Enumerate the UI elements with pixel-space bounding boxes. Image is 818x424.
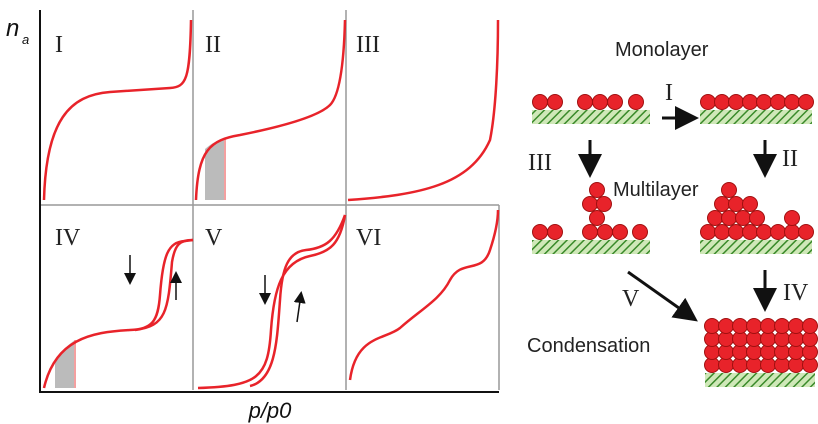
molecule: [729, 225, 744, 240]
molecule: [608, 95, 623, 110]
molecule: [747, 319, 762, 334]
molecule: [590, 211, 605, 226]
panel-label: I: [55, 32, 63, 58]
isotherm-curves: [44, 20, 498, 388]
molecule: [705, 319, 720, 334]
molecule: [789, 319, 804, 334]
arrow-label: I: [665, 80, 673, 106]
molecule: [729, 197, 744, 212]
molecule: [799, 225, 814, 240]
monolayer-label: Monolayer: [615, 39, 709, 61]
molecule: [771, 225, 786, 240]
molecule: [593, 95, 608, 110]
molecule: [629, 95, 644, 110]
arrow-label: III: [528, 150, 552, 176]
molecule: [775, 319, 790, 334]
molecule: [722, 211, 737, 226]
molecule: [761, 319, 776, 334]
molecule: [590, 183, 605, 198]
molecule: [803, 319, 818, 334]
molecule: [583, 225, 598, 240]
panel-label: IV: [55, 225, 81, 251]
molecule: [743, 197, 758, 212]
panel-label: III: [356, 32, 380, 58]
arrow-label: IV: [783, 280, 809, 306]
molecule: [598, 225, 613, 240]
molecule: [722, 183, 737, 198]
molecule: [785, 225, 800, 240]
molecule: [597, 197, 612, 212]
molecule: [785, 211, 800, 226]
molecule: [733, 319, 748, 334]
molecule: [701, 225, 716, 240]
molecule: [743, 95, 758, 110]
molecule: [719, 319, 734, 334]
x-axis-label: p/p0: [248, 398, 293, 423]
arrow-label: II: [782, 146, 798, 172]
molecule: [729, 95, 744, 110]
molecule: [613, 225, 628, 240]
molecule: [750, 211, 765, 226]
molecule: [799, 95, 814, 110]
molecule: [715, 95, 730, 110]
molecule: [743, 225, 758, 240]
molecule: [633, 225, 648, 240]
molecule: [701, 95, 716, 110]
molecule: [578, 95, 593, 110]
molecule: [533, 225, 548, 240]
molecule: [715, 225, 730, 240]
condensation-label: Condensation: [527, 335, 650, 357]
molecule: [533, 95, 548, 110]
molecule: [785, 95, 800, 110]
molecule: [708, 211, 723, 226]
molecule: [548, 225, 563, 240]
panel-label: II: [205, 32, 221, 58]
isotherm-figure: n a p/p0 I II III IV V VI Monolayer Mult…: [0, 0, 818, 424]
molecule: [757, 225, 772, 240]
multilayer-label: Multilayer: [613, 179, 699, 201]
panel-label: VI: [356, 225, 381, 251]
panel-label: V: [205, 225, 223, 251]
y-axis-subscript: a: [22, 32, 29, 47]
molecule: [736, 211, 751, 226]
y-axis-label: n: [6, 15, 19, 42]
molecule: [715, 197, 730, 212]
molecule: [771, 95, 786, 110]
molecule: [583, 197, 598, 212]
molecule: [548, 95, 563, 110]
arrow-label: V: [622, 286, 640, 312]
molecule: [757, 95, 772, 110]
